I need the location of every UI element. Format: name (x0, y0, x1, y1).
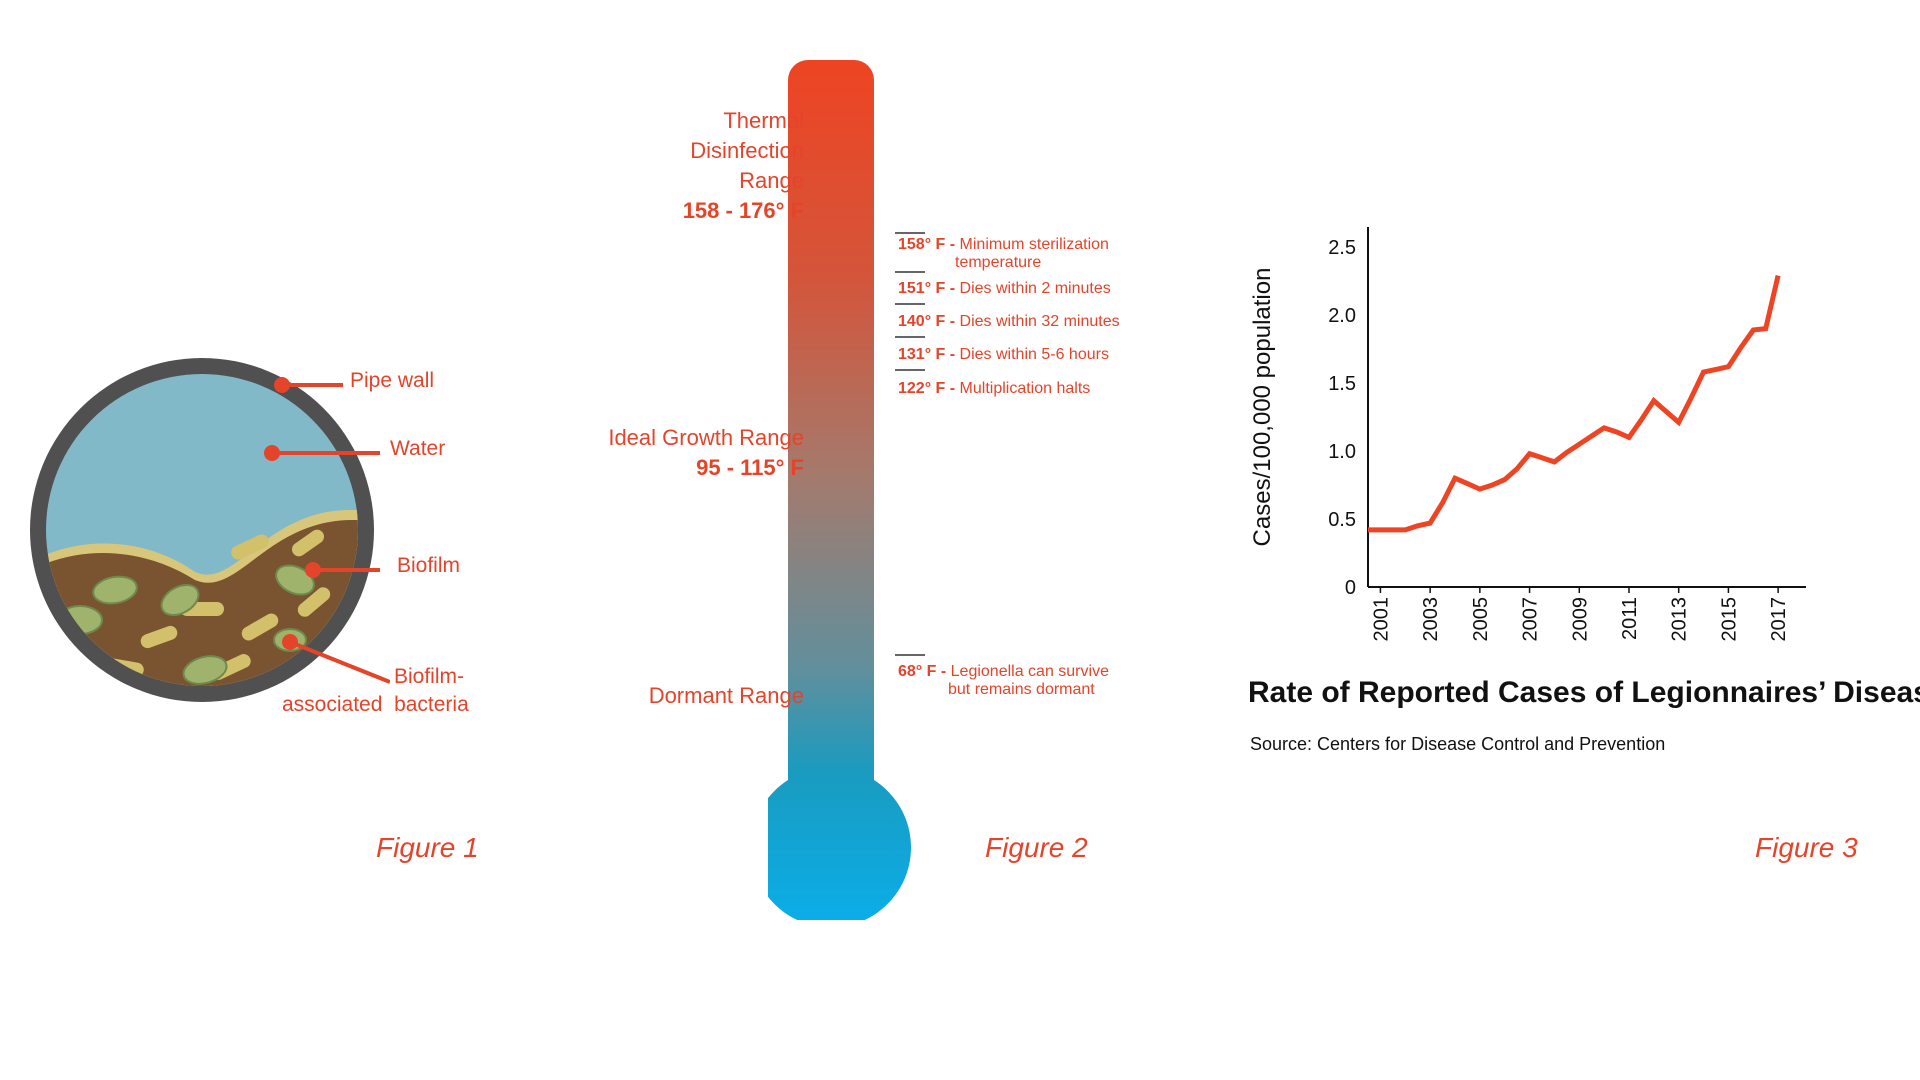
tick-140-text: Dies within 32 minutes (959, 313, 1120, 330)
biofilm-label: Biofilm (397, 554, 461, 577)
thermal-range-line2: Disinfection (690, 138, 804, 163)
bacteria-label-line1: Biofilm- (394, 665, 465, 688)
tick-158: 158° F - Minimum sterilization temperatu… (898, 236, 1109, 272)
tick-158-text2: temperature (955, 254, 1042, 271)
x-tick-label: 2011 (1619, 597, 1641, 640)
thermal-range-block: Thermal Disinfection Range 158 - 176° F (580, 106, 804, 226)
y-tick-label: 1.0 (1328, 441, 1356, 463)
tick-68-text: Legionella can survive (950, 663, 1109, 680)
x-tick-label: 2001 (1370, 597, 1392, 642)
tick-158-temp: 158° F - (898, 236, 956, 253)
figure-1-caption: Figure 1 (376, 832, 479, 863)
thermometer-graphic (768, 60, 911, 920)
x-tick-label: 2015 (1718, 597, 1740, 642)
tick-68: 68° F - Legionella can survive but remai… (898, 663, 1109, 699)
water-label: Water (390, 437, 446, 460)
pipe-wall-label: Pipe wall (350, 369, 435, 392)
x-tick-label: 2005 (1470, 597, 1492, 642)
y-tick-label: 0 (1345, 577, 1356, 599)
pipe-cross-section-diagram (30, 358, 390, 702)
dormant-range-label: Dormant Range (648, 683, 804, 708)
series-line (1368, 275, 1781, 533)
growth-range-label: Ideal Growth Range (608, 425, 804, 450)
y-axis-label: Cases/100,000 population (1249, 268, 1276, 547)
thermometer-ticks (895, 232, 925, 656)
x-tick-label: 2009 (1569, 597, 1591, 642)
growth-range-value: 95 - 115° F (696, 455, 804, 480)
x-tick-label: 2007 (1520, 597, 1542, 642)
figure-3-caption: Figure 3 (1755, 832, 1858, 863)
x-tick-label: 2017 (1768, 597, 1790, 642)
tick-68-temp: 68° F - (898, 663, 947, 680)
figure-2-caption: Figure 2 (985, 832, 1088, 863)
tick-158-text: Minimum sterilization (959, 236, 1109, 253)
thermal-range-line3: Range (739, 168, 804, 193)
tick-122: 122° F - Multiplication halts (898, 380, 1090, 398)
tick-68-text2: but remains dormant (948, 681, 1095, 698)
x-tick-label: 2013 (1669, 597, 1691, 642)
thermal-range-value: 158 - 176° F (682, 198, 804, 223)
tick-122-temp: 122° F - (898, 380, 956, 397)
chart-source: Source: Centers for Disease Control and … (1250, 734, 1666, 754)
thermal-range-line1: Thermal (723, 108, 804, 133)
dormant-range-block: Dormant Range (580, 681, 804, 711)
tick-122-text: Multiplication halts (959, 380, 1091, 397)
legionnaires-line-chart: 0 0.5 1.0 1.5 2.0 2.5 2001 2003 2005 2007 2009 2011… (1249, 227, 1806, 642)
tick-131-text: Dies within 5-6 hours (959, 346, 1109, 363)
tick-151: 151° F - Dies within 2 minutes (898, 280, 1111, 298)
tick-151-text: Dies within 2 minutes (959, 280, 1111, 297)
x-tick-label: 2003 (1420, 597, 1442, 642)
tick-140: 140° F - Dies within 32 minutes (898, 313, 1120, 331)
chart-title: Rate of Reported Cases of Legionnaires’ … (1248, 676, 1920, 709)
tick-140-temp: 140° F - (898, 313, 956, 330)
bacteria-label-line2: associated bacteria (282, 693, 469, 716)
y-tick-label: 1.5 (1328, 373, 1356, 395)
tick-131-temp: 131° F - (898, 346, 956, 363)
y-tick-label: 0.5 (1328, 509, 1356, 531)
growth-range-block: Ideal Growth Range 95 - 115° F (560, 423, 804, 483)
thermometer-body (768, 60, 911, 920)
tick-131: 131° F - Dies within 5-6 hours (898, 346, 1109, 364)
y-tick-label: 2.5 (1328, 237, 1356, 259)
y-tick-label: 2.0 (1328, 305, 1356, 327)
tick-151-temp: 151° F - (898, 280, 956, 297)
